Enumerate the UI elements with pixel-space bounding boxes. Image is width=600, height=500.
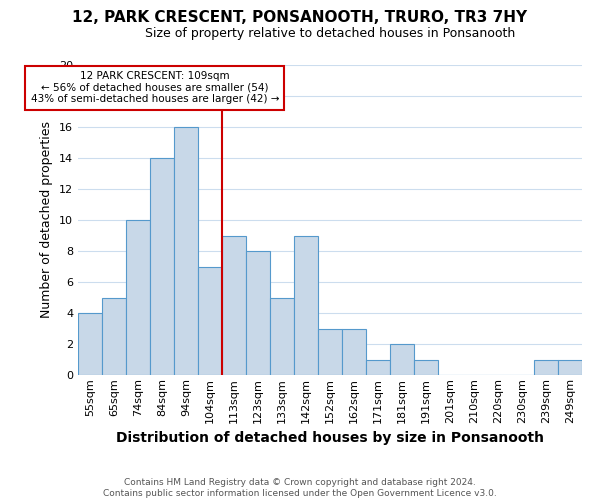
X-axis label: Distribution of detached houses by size in Ponsanooth: Distribution of detached houses by size …	[116, 431, 544, 445]
Bar	[246, 251, 270, 375]
Bar	[366, 360, 390, 375]
Bar	[198, 266, 222, 375]
Bar	[174, 127, 198, 375]
Title: Size of property relative to detached houses in Ponsanooth: Size of property relative to detached ho…	[145, 27, 515, 40]
Bar	[150, 158, 174, 375]
Bar	[126, 220, 150, 375]
Bar	[78, 313, 102, 375]
Text: 12 PARK CRESCENT: 109sqm
← 56% of detached houses are smaller (54)
43% of semi-d: 12 PARK CRESCENT: 109sqm ← 56% of detach…	[31, 71, 279, 104]
Bar	[390, 344, 414, 375]
Bar	[102, 298, 126, 375]
Text: 12, PARK CRESCENT, PONSANOOTH, TRURO, TR3 7HY: 12, PARK CRESCENT, PONSANOOTH, TRURO, TR…	[73, 10, 527, 25]
Bar	[342, 328, 366, 375]
Text: Contains HM Land Registry data © Crown copyright and database right 2024.
Contai: Contains HM Land Registry data © Crown c…	[103, 478, 497, 498]
Y-axis label: Number of detached properties: Number of detached properties	[40, 122, 53, 318]
Bar	[558, 360, 582, 375]
Bar	[534, 360, 558, 375]
Bar	[318, 328, 342, 375]
Bar	[414, 360, 438, 375]
Bar	[222, 236, 246, 375]
Bar	[294, 236, 318, 375]
Bar	[270, 298, 294, 375]
